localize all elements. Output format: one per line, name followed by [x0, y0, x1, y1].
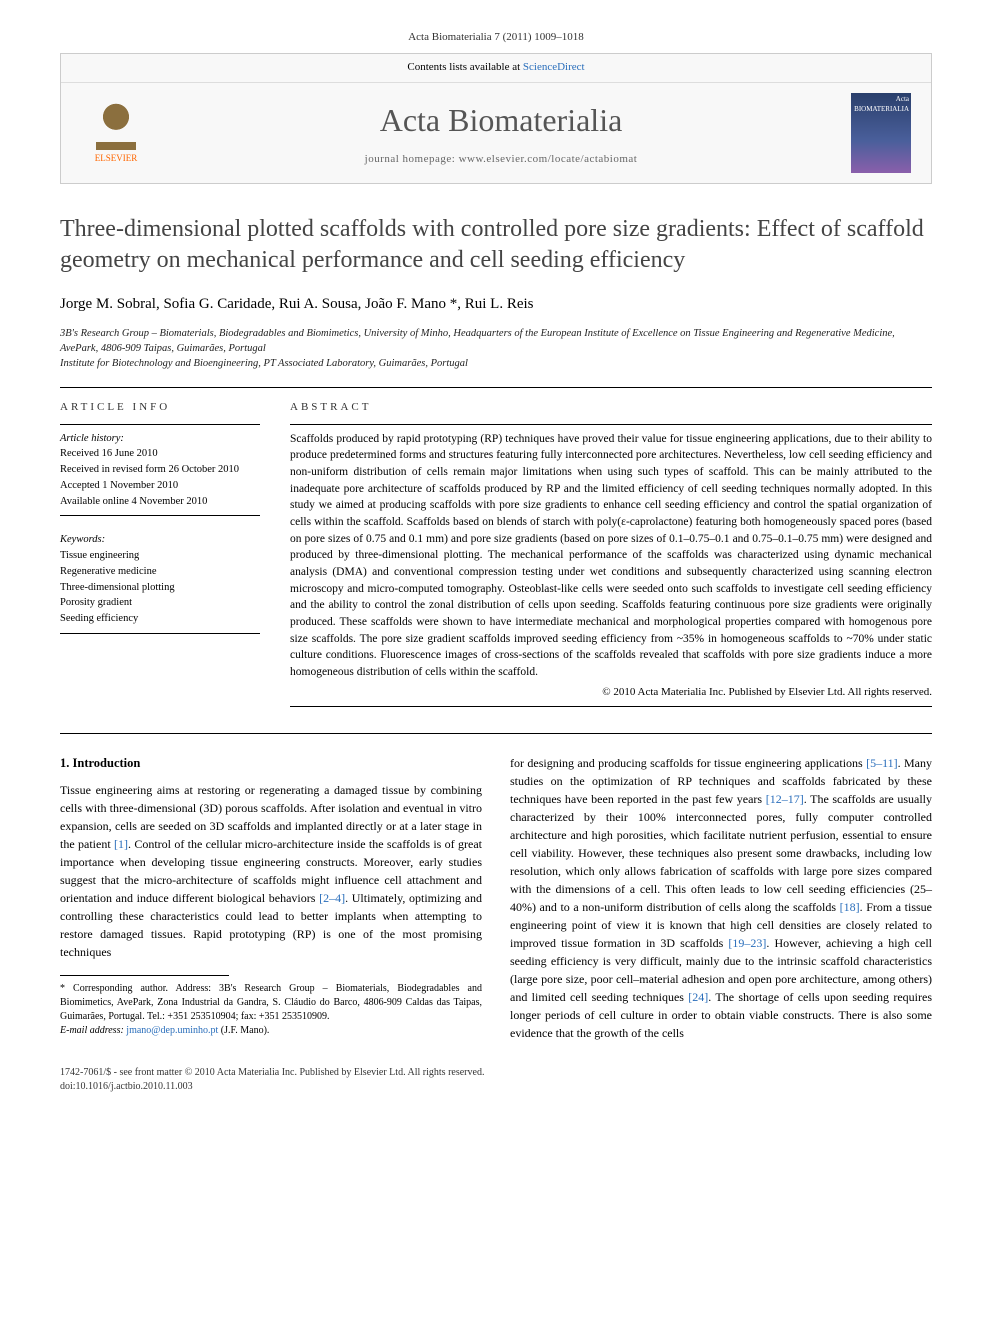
abstract-label: ABSTRACT: [290, 400, 932, 415]
article-info-label: ARTICLE INFO: [60, 400, 260, 415]
ref-link[interactable]: [2–4]: [319, 891, 345, 905]
divider: [60, 387, 932, 388]
keyword: Tissue engineering: [60, 550, 139, 561]
body-text: 1. Introduction Tissue engineering aims …: [60, 754, 932, 1042]
article-info-block: ARTICLE INFO Article history: Received 1…: [60, 400, 260, 713]
keyword: Three-dimensional plotting: [60, 582, 175, 593]
email-label: E-mail address:: [60, 1025, 126, 1036]
history-line: Available online 4 November 2010: [60, 496, 207, 507]
ref-link[interactable]: [12–17]: [766, 792, 804, 806]
footer-doi: doi:10.1016/j.actbio.2010.11.003: [60, 1080, 932, 1094]
journal-name: Acta Biomaterialia: [151, 98, 851, 143]
affiliations: 3B's Research Group – Biomaterials, Biod…: [60, 327, 932, 371]
homepage-label: journal homepage:: [365, 153, 459, 165]
email-author-name: (J.F. Mano).: [221, 1025, 270, 1036]
body-text-span: Tissue engineering aims at restoring or …: [60, 783, 482, 959]
email-footnote: E-mail address: jmano@dep.uminho.pt (J.F…: [60, 1024, 482, 1038]
contents-label: Contents lists available at: [407, 61, 522, 73]
body-text-span: for designing and producing scaffolds fo…: [510, 756, 932, 1040]
body-paragraph: Tissue engineering aims at restoring or …: [60, 781, 482, 961]
homepage-url[interactable]: www.elsevier.com/locate/actabiomat: [459, 153, 638, 165]
history-line: Received 16 June 2010: [60, 448, 158, 459]
ref-link[interactable]: [5–11]: [866, 756, 898, 770]
history-line: Accepted 1 November 2010: [60, 480, 178, 491]
abstract-block: ABSTRACT Scaffolds produced by rapid pro…: [290, 400, 932, 713]
contents-line: Contents lists available at ScienceDirec…: [61, 54, 931, 82]
divider: [60, 515, 260, 516]
history-line: Received in revised form 26 October 2010: [60, 464, 239, 475]
citation: Acta Biomaterialia 7 (2011) 1009–1018: [60, 30, 932, 45]
journal-homepage: journal homepage: www.elsevier.com/locat…: [151, 152, 851, 167]
footer: 1742-7061/$ - see front matter © 2010 Ac…: [60, 1066, 932, 1094]
corresponding-author-footnote: * Corresponding author. Address: 3B's Re…: [60, 982, 482, 1024]
keyword: Seeding efficiency: [60, 613, 138, 624]
divider: [60, 424, 260, 425]
divider: [60, 633, 260, 634]
ref-link[interactable]: [18]: [840, 900, 860, 914]
footnote-separator: [60, 975, 229, 976]
publisher-logo: ELSEVIER: [81, 93, 151, 173]
authors-list: Jorge M. Sobral, Sofia G. Caridade, Rui …: [60, 294, 932, 315]
divider: [290, 424, 932, 425]
email-link[interactable]: jmano@dep.uminho.pt: [126, 1025, 218, 1036]
article-title: Three-dimensional plotted scaffolds with…: [60, 214, 932, 276]
ref-link[interactable]: [1]: [114, 837, 128, 851]
body-paragraph: for designing and producing scaffolds fo…: [510, 754, 932, 1042]
journal-cover-thumb: Acta BIOMATERIALIA: [851, 93, 911, 173]
affiliation-line: Institute for Biotechnology and Bioengin…: [60, 357, 932, 372]
ref-link[interactable]: [24]: [688, 990, 708, 1004]
ref-link[interactable]: [19–23]: [728, 936, 766, 950]
sciencedirect-link[interactable]: ScienceDirect: [523, 61, 585, 73]
history-label: Article history:: [60, 433, 124, 444]
journal-header: Contents lists available at ScienceDirec…: [60, 53, 932, 183]
abstract-text: Scaffolds produced by rapid prototyping …: [290, 431, 932, 681]
footer-copyright: 1742-7061/$ - see front matter © 2010 Ac…: [60, 1066, 932, 1080]
divider: [60, 733, 932, 734]
keyword: Regenerative medicine: [60, 566, 157, 577]
keyword: Porosity gradient: [60, 597, 132, 608]
abstract-copyright: © 2010 Acta Materialia Inc. Published by…: [290, 685, 932, 700]
affiliation-line: 3B's Research Group – Biomaterials, Biod…: [60, 327, 932, 356]
elsevier-tree-icon: [96, 100, 136, 150]
section-heading: 1. Introduction: [60, 754, 482, 773]
keywords-label: Keywords:: [60, 534, 105, 545]
publisher-name: ELSEVIER: [95, 152, 138, 165]
divider: [290, 706, 932, 707]
